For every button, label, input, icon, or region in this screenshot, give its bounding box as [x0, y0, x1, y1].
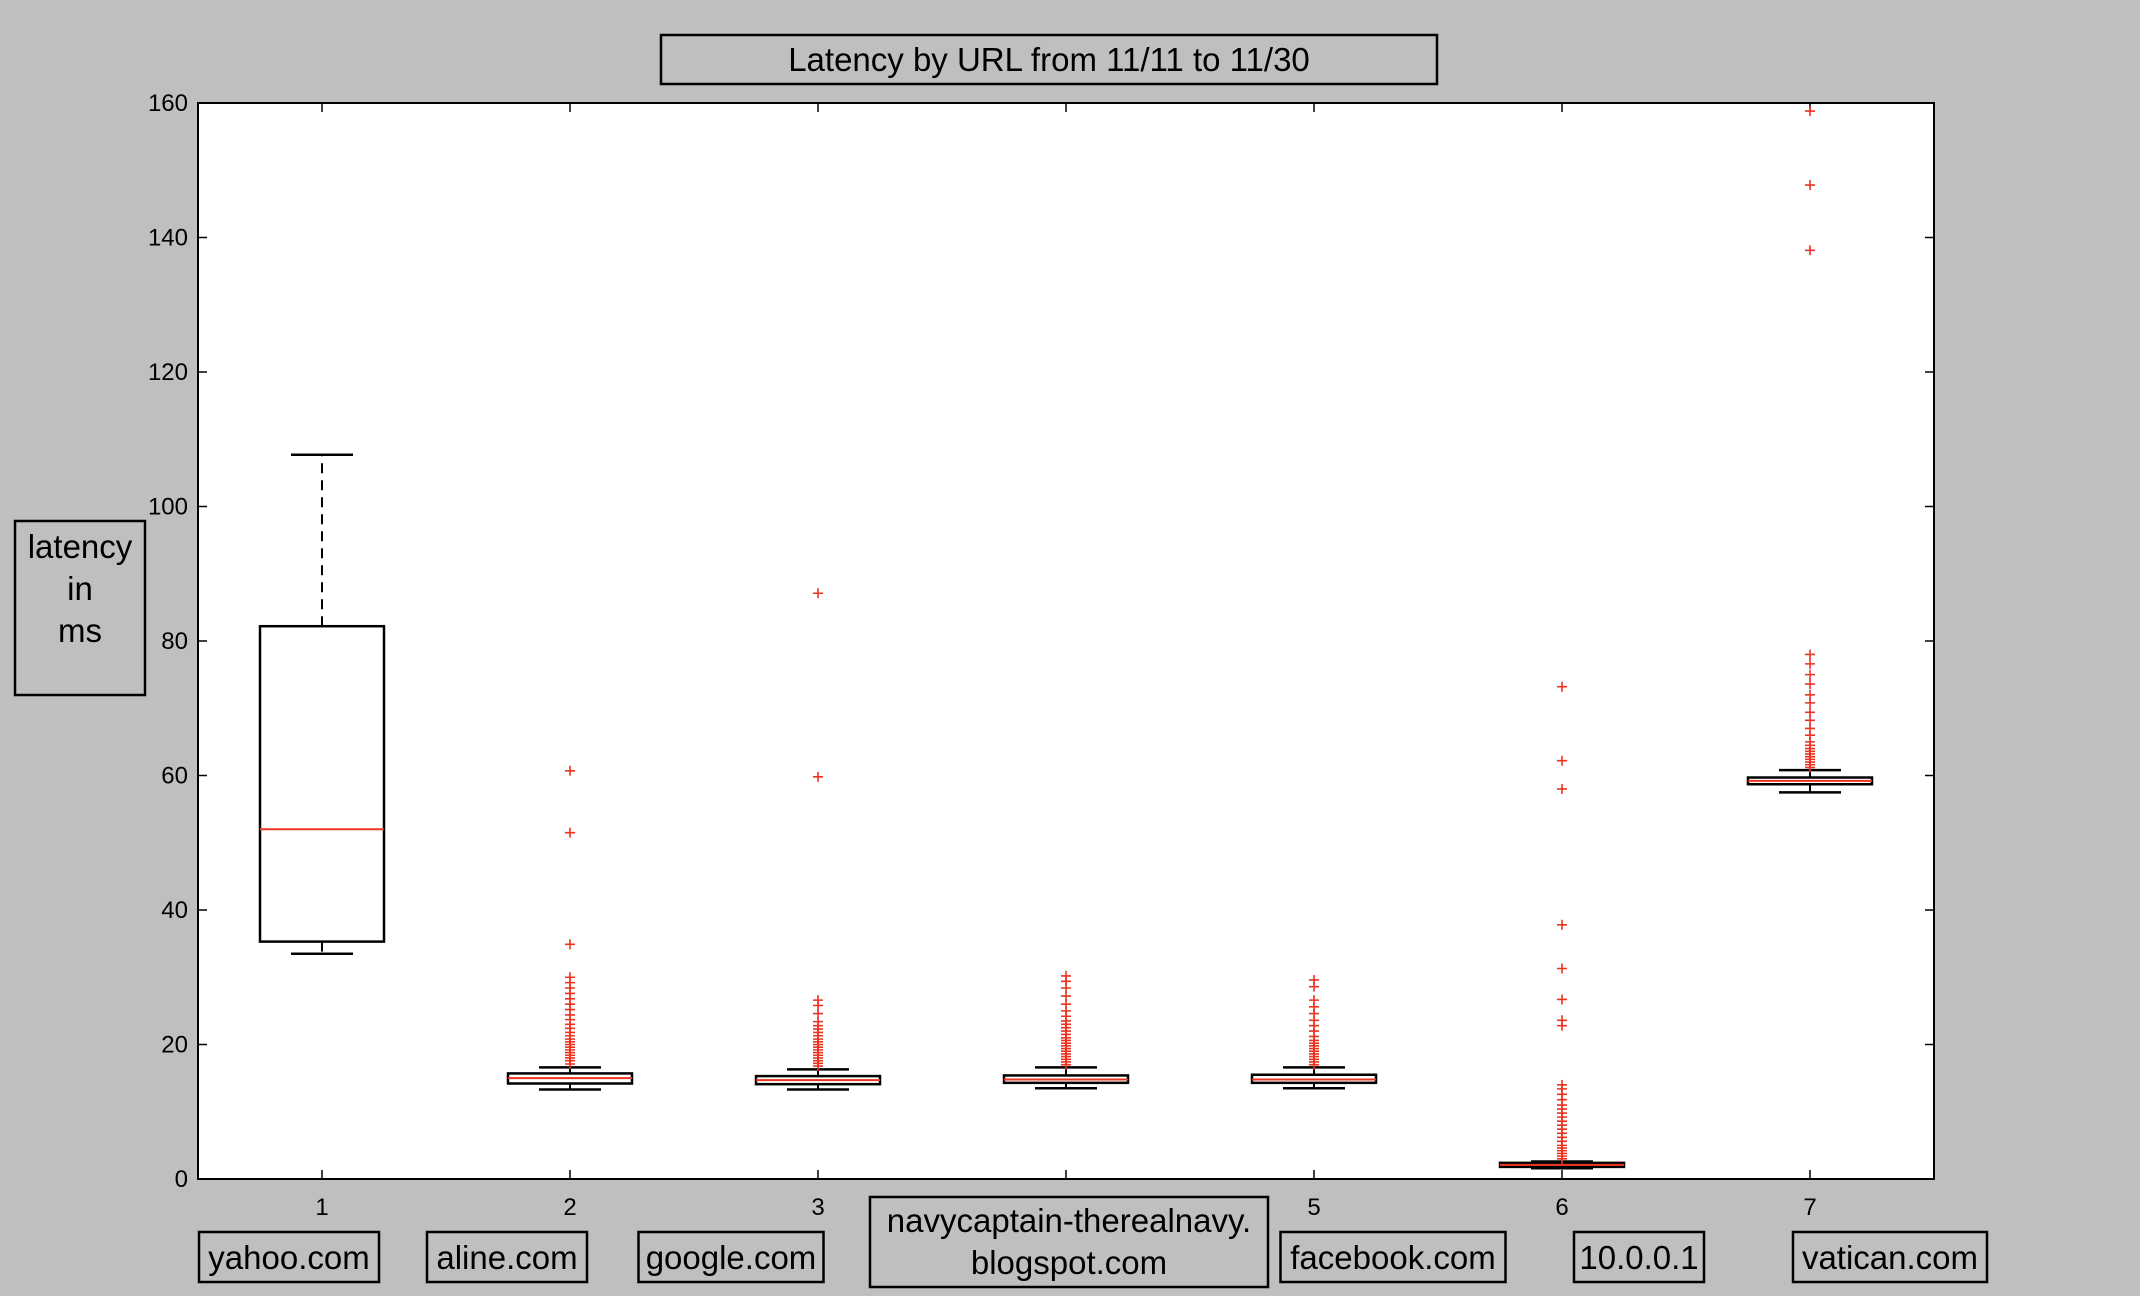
title-box: Latency by URL from 11/11 to 11/30	[659, 33, 1439, 86]
outlier-marker	[1805, 106, 1815, 117]
y-tick-label: 160	[148, 90, 188, 117]
outlier-marker	[813, 995, 823, 1006]
y-tick-label: 80	[161, 628, 188, 655]
url-label-frame	[197, 1230, 381, 1284]
url-label-box: yahoo.com	[197, 1230, 381, 1284]
url-label-box: 10.0.0.1	[1572, 1230, 1706, 1284]
url-label-box: google.com	[637, 1230, 825, 1284]
url-label-text: navycaptain-therealnavy.	[887, 1202, 1251, 1239]
y-tick-label: 60	[161, 763, 188, 790]
outlier-marker	[1557, 681, 1567, 692]
outlier-marker	[1061, 970, 1071, 981]
url-label-frame	[1791, 1230, 1989, 1284]
url-label-box: aline.com	[425, 1230, 589, 1284]
x-tick-label: 2	[563, 1194, 576, 1221]
url-label-text: facebook.com	[1290, 1239, 1495, 1276]
url-label-box: vatican.com	[1791, 1230, 1989, 1284]
url-label-text: 10.0.0.1	[1579, 1239, 1698, 1276]
url-label-box: facebook.com	[1279, 1230, 1507, 1284]
url-label-frame	[637, 1230, 825, 1284]
outlier-marker	[1557, 919, 1567, 930]
chart-title: Latency by URL from 11/11 to 11/30	[788, 41, 1310, 78]
ylabel-line-3: ms	[58, 612, 102, 649]
outlier-marker	[565, 972, 575, 983]
outlier-marker	[565, 939, 575, 950]
url-label-text: vatican.com	[1802, 1239, 1978, 1276]
outlier-marker	[1805, 649, 1815, 660]
x-tick-label: 6	[1555, 1194, 1568, 1221]
outlier-marker	[1557, 783, 1567, 794]
x-tick-label: 7	[1803, 1194, 1816, 1221]
outlier-marker	[813, 771, 823, 782]
box-iqr	[258, 624, 386, 943]
url-label-text: blogspot.com	[971, 1244, 1167, 1281]
outlier-marker	[1309, 974, 1319, 985]
url-label-frame	[1572, 1230, 1706, 1284]
x-tick-label: 5	[1307, 1194, 1320, 1221]
outlier-marker	[1805, 707, 1815, 718]
url-label-box: navycaptain-therealnavy. blogspot.com	[868, 1195, 1270, 1289]
outlier-marker	[1805, 669, 1815, 680]
outlier-marker	[1805, 245, 1815, 256]
url-label-frame	[425, 1230, 589, 1284]
outlier-marker	[1557, 1079, 1567, 1090]
y-tick-label: 20	[161, 1032, 188, 1059]
outlier-marker	[1557, 755, 1567, 766]
outlier-marker	[1557, 1015, 1567, 1026]
ylabel-line-1: latency	[28, 528, 133, 565]
y-tick-label: 100	[148, 494, 188, 521]
outlier-marker	[565, 827, 575, 838]
outlier-marker	[1309, 995, 1319, 1006]
outlier-marker	[1557, 963, 1567, 974]
outlier-marker	[1557, 994, 1567, 1005]
x-tick-label: 1	[315, 1194, 328, 1221]
ylabel-box: latency in ms	[13, 519, 147, 697]
url-label-frame	[1279, 1230, 1507, 1284]
y-tick-label: 40	[161, 897, 188, 924]
ylabel-line-2: in	[67, 570, 93, 607]
url-label-text: google.com	[646, 1239, 817, 1276]
outlier-marker	[1805, 180, 1815, 191]
y-tick-label: 140	[148, 225, 188, 252]
outlier-marker	[1805, 679, 1815, 690]
outlier-marker	[1805, 658, 1815, 669]
outlier-marker	[1805, 689, 1815, 700]
outlier-marker	[565, 765, 575, 776]
url-label-frame	[868, 1195, 1270, 1289]
y-tick-label: 120	[148, 359, 188, 386]
url-label-text: yahoo.com	[208, 1239, 369, 1276]
outlier-marker	[813, 588, 823, 599]
y-tick-label: 0	[175, 1166, 188, 1193]
url-label-text: aline.com	[436, 1239, 577, 1276]
x-tick-label: 3	[811, 1194, 824, 1221]
